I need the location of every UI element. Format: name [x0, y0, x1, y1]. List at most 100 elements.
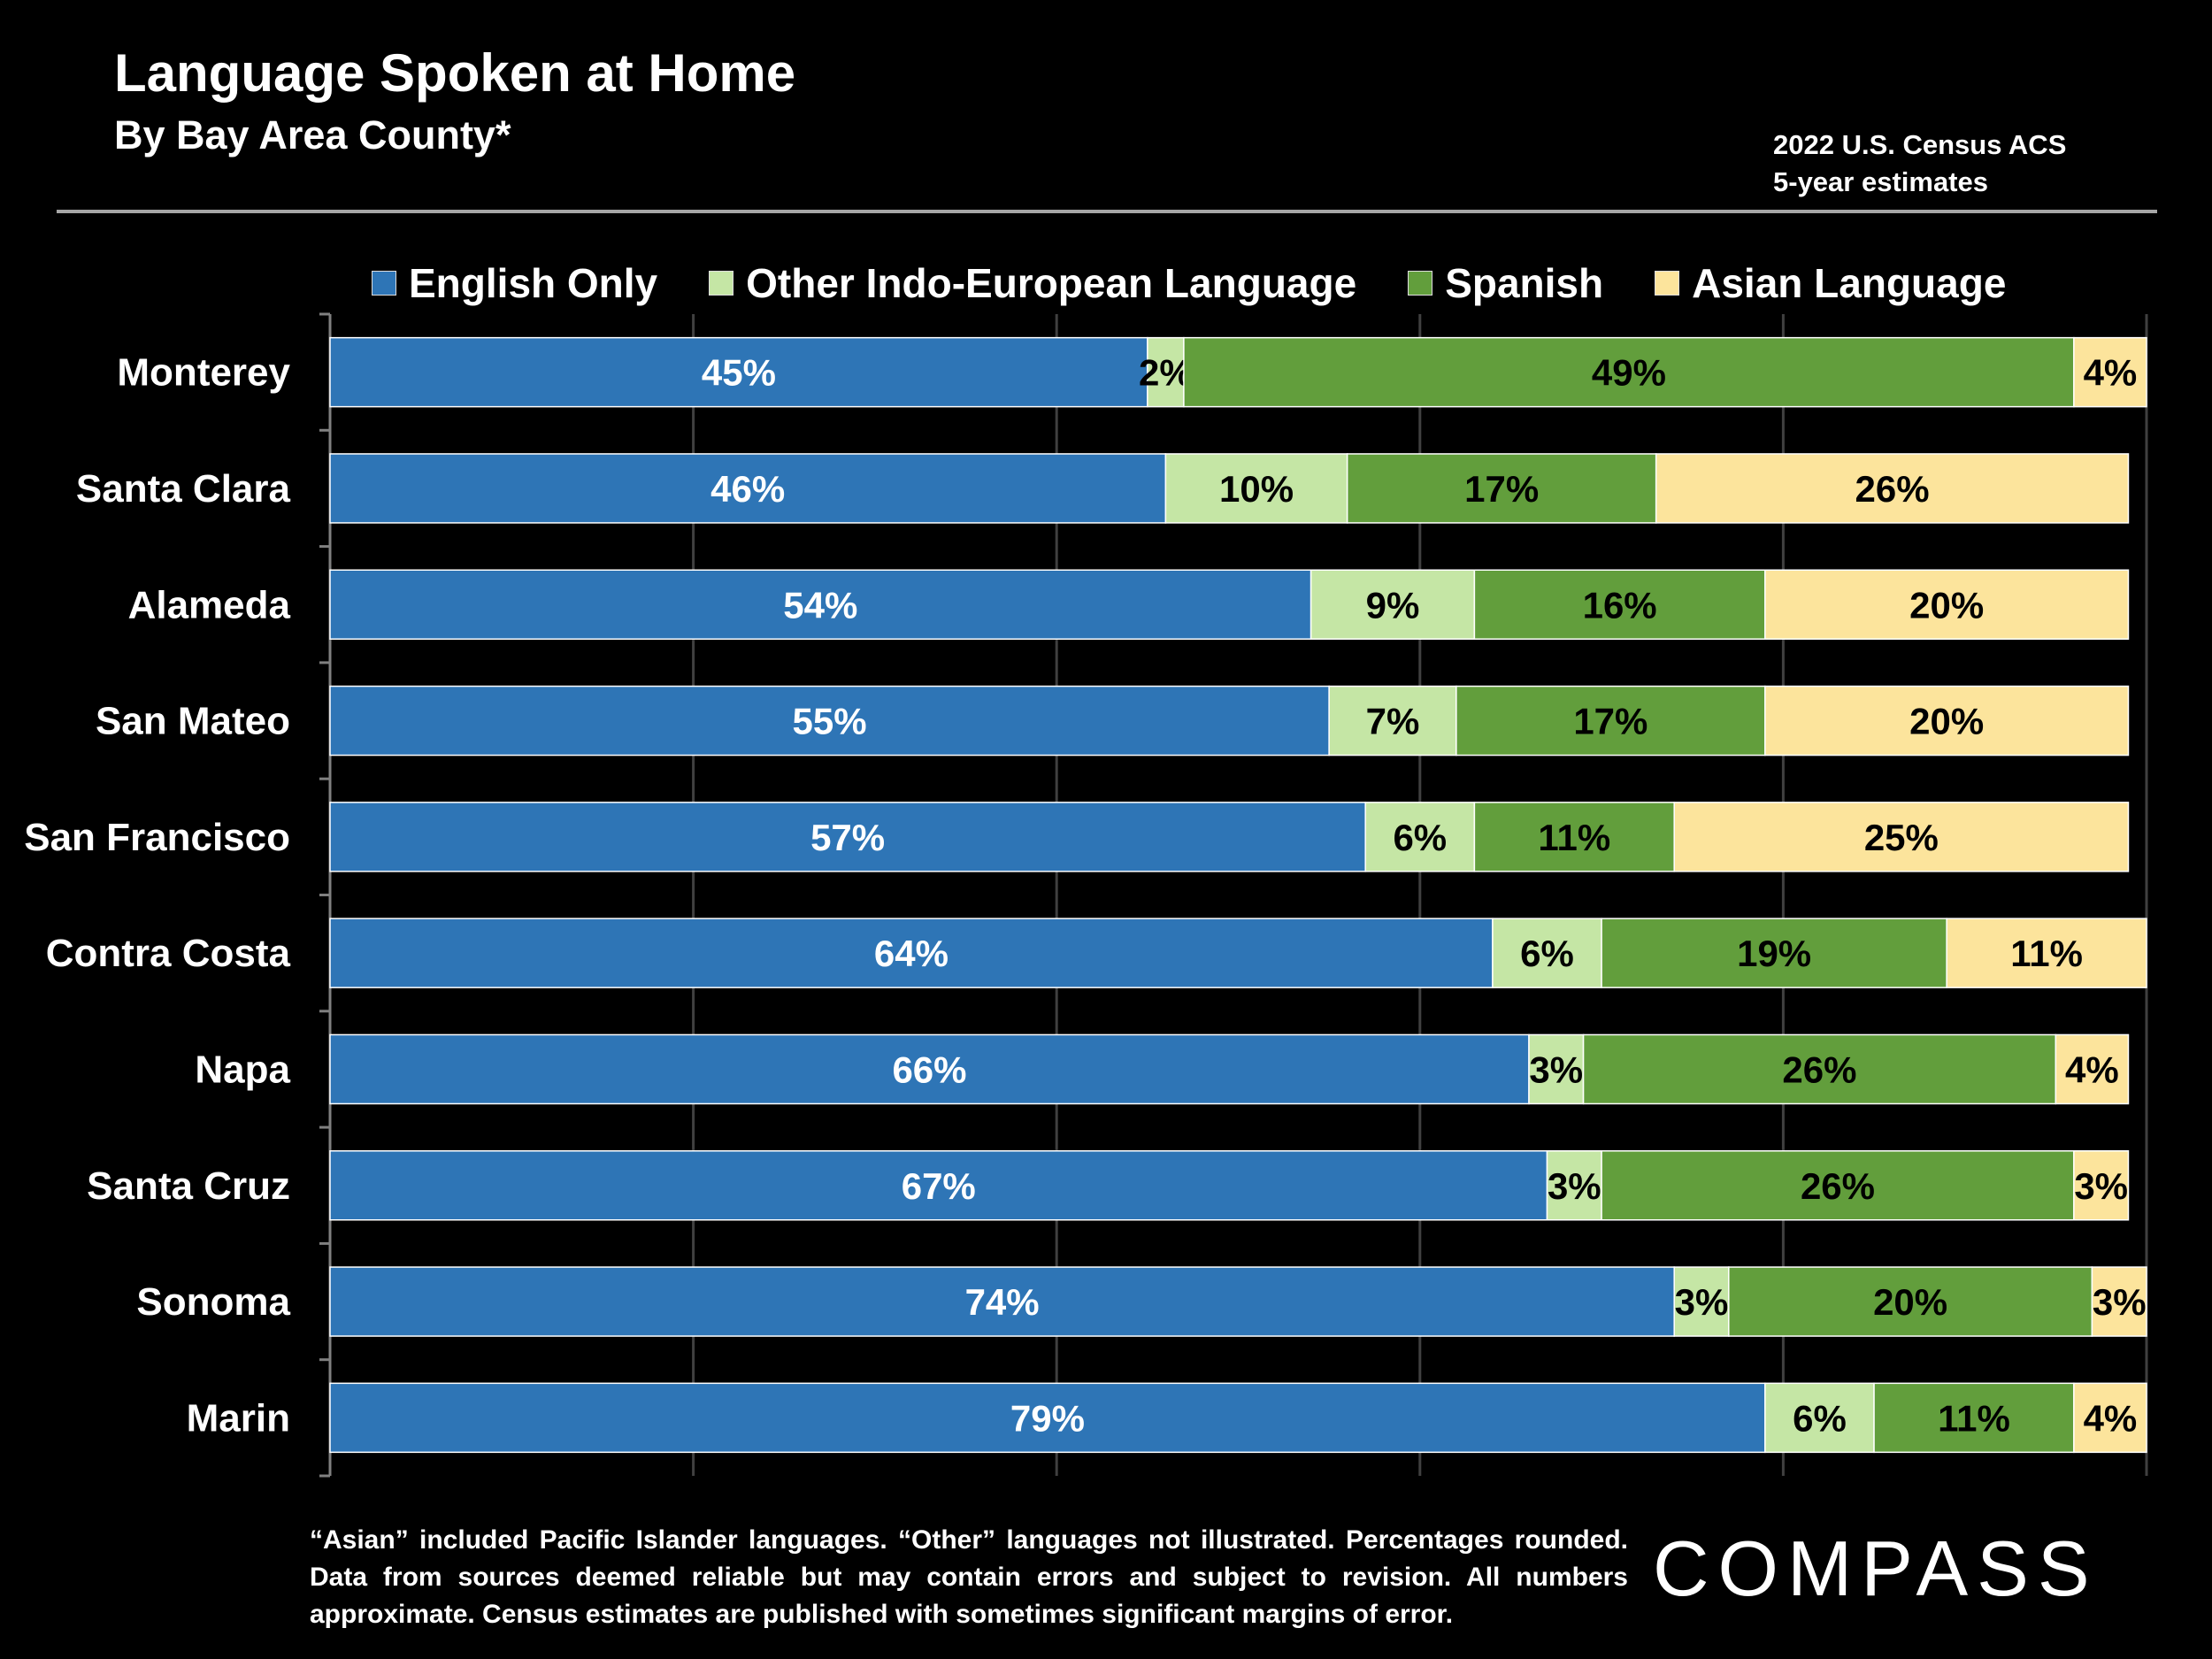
- bar-segment: [329, 569, 1312, 640]
- bar-segment: [329, 1382, 1766, 1454]
- data-label: 10%: [1219, 468, 1294, 510]
- bar-segment: [1546, 1150, 1602, 1221]
- bar-segment: [1147, 336, 1185, 408]
- data-label: 46%: [710, 468, 785, 510]
- legend-label: Spanish: [1445, 260, 1604, 306]
- county-label: San Mateo: [96, 700, 290, 743]
- bar-segment: [1364, 802, 1476, 872]
- legend-item: Spanish: [1408, 259, 1603, 307]
- county-label: Marin: [187, 1396, 290, 1440]
- footnote: “Asian” included Pacific Islander langua…: [310, 1525, 1628, 1629]
- data-label: 3%: [1548, 1165, 1601, 1207]
- bar-segment: [329, 685, 1330, 757]
- data-label: 4%: [2084, 1397, 2138, 1439]
- compass-logo: COMPASS: [1653, 1525, 2099, 1612]
- data-label: 26%: [1782, 1048, 1856, 1090]
- county-label: Santa Clara: [76, 467, 291, 511]
- data-label: 54%: [783, 584, 857, 626]
- data-label: 11%: [2010, 933, 2083, 974]
- bar-segment: [2091, 1266, 2147, 1337]
- legend-item: Asian Language: [1655, 259, 2006, 307]
- data-label: 20%: [1909, 701, 1984, 742]
- data-label: 11%: [1538, 817, 1610, 858]
- bar-segment: [1183, 336, 2075, 408]
- bar-segment: [1528, 1033, 1585, 1105]
- chart-legend: English Only Other Indo-European Language…: [372, 257, 2057, 310]
- data-label: 19%: [1737, 933, 1811, 974]
- county-label: Sonoma: [136, 1280, 290, 1324]
- data-label: 3%: [2074, 1165, 2128, 1207]
- data-label: 67%: [902, 1165, 976, 1207]
- county-label: Napa: [195, 1048, 290, 1091]
- data-label: 20%: [1873, 1281, 1947, 1323]
- county-label: Monterey: [117, 351, 290, 395]
- bar-segment: [2073, 1150, 2130, 1221]
- bar-segment: [1764, 1382, 1875, 1454]
- bar-segment: [1764, 685, 2130, 757]
- county-label: Santa Cruz: [87, 1164, 290, 1208]
- legend-item: English Only: [372, 259, 657, 307]
- data-label: 3%: [2093, 1281, 2147, 1323]
- bar-segment: [1582, 1033, 2057, 1105]
- data-label: 7%: [1366, 701, 1420, 742]
- data-label: 26%: [1801, 1165, 1875, 1207]
- source-note: 2022 U.S. Census ACS 5-year estimates: [1773, 127, 2066, 201]
- data-label: 6%: [1393, 817, 1447, 858]
- data-label: 49%: [1592, 352, 1666, 394]
- bar-segment: [1673, 802, 2130, 872]
- bar-segment: [329, 1033, 1530, 1105]
- data-label: 6%: [1793, 1397, 1847, 1439]
- data-label: 6%: [1520, 933, 1574, 974]
- chart-subtitle: By Bay Area County*: [114, 112, 511, 157]
- legend-swatch: [709, 271, 734, 296]
- bar-segment: [329, 918, 1494, 988]
- bar-segment: [1310, 569, 1476, 640]
- county-label: Contra Costa: [46, 932, 291, 975]
- bar-segment: [1873, 1382, 2075, 1454]
- data-label: 17%: [1464, 468, 1539, 510]
- data-label: 16%: [1583, 584, 1657, 626]
- source-line-2: 5-year estimates: [1773, 166, 1988, 197]
- bar-segment: [1346, 453, 1657, 524]
- legend-item: Other Indo-European Language: [709, 259, 1356, 307]
- bar-segment: [1946, 918, 2147, 988]
- data-label: 11%: [1938, 1397, 2010, 1439]
- data-label: 79%: [1010, 1397, 1085, 1439]
- legend-label: English Only: [409, 260, 658, 306]
- bar-segment: [1655, 453, 2130, 524]
- bar-segment: [1492, 918, 1602, 988]
- data-label: 57%: [810, 817, 885, 858]
- legend-label: Other Indo-European Language: [746, 260, 1357, 306]
- data-label: 3%: [1529, 1048, 1583, 1090]
- bar-segment: [1764, 569, 2130, 640]
- header-divider: [57, 210, 2157, 213]
- data-label: 25%: [1864, 817, 1939, 858]
- bar-segment: [1601, 1150, 2075, 1221]
- bar-segment: [329, 802, 1366, 872]
- bar-segment: [1473, 802, 1675, 872]
- data-label: 66%: [892, 1048, 966, 1090]
- data-label: 55%: [793, 701, 867, 742]
- legend-swatch: [372, 271, 396, 296]
- bar-segment: [1164, 453, 1348, 524]
- chart-title: Language Spoken at Home: [114, 43, 796, 103]
- bar-segment: [2055, 1033, 2130, 1105]
- data-label: 26%: [1855, 468, 1930, 510]
- legend-swatch: [1655, 271, 1680, 296]
- source-line-1: 2022 U.S. Census ACS: [1773, 129, 2067, 160]
- county-label: San Francisco: [24, 816, 290, 859]
- bar-segment: [2073, 336, 2147, 408]
- legend-label: Asian Language: [1692, 260, 2007, 306]
- data-label: 64%: [874, 933, 949, 974]
- bar-segment: [1673, 1266, 1730, 1337]
- data-label: 17%: [1573, 701, 1647, 742]
- data-label: 20%: [1909, 584, 1984, 626]
- county-label: Alameda: [128, 583, 291, 626]
- data-label: 4%: [2065, 1048, 2119, 1090]
- bar-segment: [329, 336, 1148, 408]
- data-label: 45%: [702, 352, 776, 394]
- data-label: 9%: [1366, 584, 1420, 626]
- data-label: 74%: [965, 1281, 1040, 1323]
- bar-segment: [2073, 1382, 2147, 1454]
